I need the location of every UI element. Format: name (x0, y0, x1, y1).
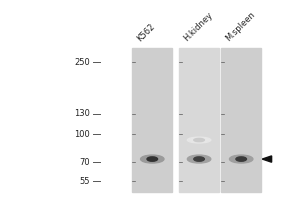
Bar (132, 48, 172, 192)
Text: 100: 100 (74, 130, 90, 139)
Ellipse shape (141, 155, 164, 163)
Ellipse shape (188, 137, 211, 143)
Text: 55: 55 (80, 177, 90, 186)
Polygon shape (262, 156, 272, 162)
Text: H.kidney: H.kidney (182, 10, 214, 43)
Ellipse shape (230, 155, 253, 163)
Text: 70: 70 (80, 158, 90, 167)
Ellipse shape (188, 155, 211, 163)
Bar (221, 48, 261, 192)
Bar (179, 48, 219, 192)
Text: 250: 250 (74, 58, 90, 67)
Ellipse shape (147, 157, 158, 161)
Text: M.spleen: M.spleen (224, 10, 257, 43)
Ellipse shape (236, 157, 247, 161)
Ellipse shape (194, 157, 204, 161)
Text: 130: 130 (74, 109, 90, 118)
Text: K562: K562 (135, 21, 156, 43)
Ellipse shape (194, 138, 204, 142)
